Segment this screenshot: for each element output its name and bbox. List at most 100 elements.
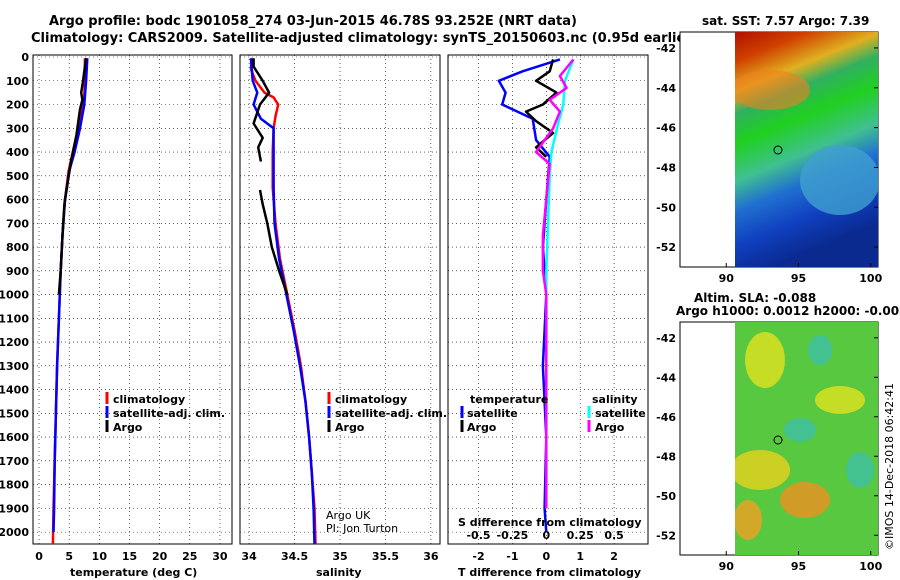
sst-warm-patch xyxy=(735,70,810,110)
series-line-satellite-adj-clim- xyxy=(249,58,316,545)
sla-cyan-eddy xyxy=(784,418,816,442)
x-tick-label: 1 xyxy=(576,550,584,563)
depth-tick-label: 1900 xyxy=(0,502,29,515)
map-x-tick-label: 90 xyxy=(719,560,735,573)
depth-tick-label: 1700 xyxy=(0,455,29,468)
x-tick-label: 0 xyxy=(542,550,550,563)
s-diff-tick-label: 0.25 xyxy=(567,529,594,542)
title-line-2: Climatology: CARS2009. Satellite-adjuste… xyxy=(31,31,698,46)
sst-cold-patch xyxy=(800,145,878,215)
series-line-argo xyxy=(57,58,88,295)
temperature-plot-frame xyxy=(32,54,233,545)
map-y-tick-label: -46 xyxy=(656,122,676,135)
map-x-tick-label: 95 xyxy=(791,560,806,573)
series-line-climatology xyxy=(249,58,317,545)
sla-cyan-eddy xyxy=(808,335,832,365)
map-y-tick-label: -48 xyxy=(656,161,676,174)
legend-salinity-heading: salinity xyxy=(592,393,638,406)
legend-temperature-heading: temperature xyxy=(470,393,548,406)
map-x-tick-label: 100 xyxy=(859,560,882,573)
depth-tick-label: 500 xyxy=(6,170,29,183)
s-diff-tick-label: -0.25 xyxy=(497,529,529,542)
sst-argo-marker xyxy=(773,145,783,155)
legend-climatology-label: climatology xyxy=(113,393,185,406)
depth-tick-label: 1400 xyxy=(0,384,29,397)
depth-tick-label: 1200 xyxy=(0,336,29,349)
s-diff-tick-label: 0 xyxy=(542,529,550,542)
map-y-tick-label: -44 xyxy=(656,82,676,95)
x-tick-label: 34.5 xyxy=(281,550,308,563)
sst-map: sat. SST: 7.57 Argo: 7.39 90 95 100 -42 -44 -… xyxy=(656,14,882,285)
sla-argo-marker xyxy=(773,435,783,445)
x-tick-label: 15 xyxy=(122,550,137,563)
s-diff-tick-label: -0.5 xyxy=(466,529,490,542)
s-diff-tick-label: 0.5 xyxy=(604,529,624,542)
depth-tick-label: 300 xyxy=(6,122,29,135)
map-x-tick-label: 100 xyxy=(859,272,882,285)
x-tick-label: 34 xyxy=(241,550,257,563)
salinity-axis-label: salinity xyxy=(316,566,362,579)
x-tick-label: 2 xyxy=(610,550,618,563)
sla-yellow-eddy xyxy=(745,332,785,388)
depth-tick-label: 400 xyxy=(6,146,29,159)
difference-panel: -2 -1 0 1 2 -0.5 -0.25 0 0.25 0.5 S difference f… xyxy=(447,54,649,579)
legend-climatology-label: climatology xyxy=(335,393,407,406)
legend-argo-label: Argo xyxy=(335,421,365,434)
map-x-tick-label: 90 xyxy=(719,272,735,285)
x-tick-label: 35 xyxy=(332,550,347,563)
t-difference-axis-label: T difference from climatology xyxy=(458,566,641,579)
temperature-axis-label: temperature (deg C) xyxy=(70,566,197,579)
legend-t-argo-label: Argo xyxy=(467,421,497,434)
depth-tick-label: 1800 xyxy=(0,479,29,492)
credit-line-1: Argo UK xyxy=(326,509,371,522)
depth-tick-label: 1000 xyxy=(0,289,29,302)
difference-plot-frame xyxy=(447,54,649,545)
depth-tick-label: 700 xyxy=(6,217,29,230)
depth-tick-label: 2000 xyxy=(0,526,29,539)
series-line-salinity-satellite xyxy=(545,58,575,485)
sst-title: sat. SST: 7.57 Argo: 7.39 xyxy=(702,14,869,28)
depth-tick-label: 600 xyxy=(6,194,29,207)
salinity-legend: climatology satellite-adj. clim. Argo xyxy=(327,392,447,434)
map-y-tick-label: -52 xyxy=(656,529,676,542)
map-y-tick-label: -50 xyxy=(656,201,676,214)
map-y-tick-label: -42 xyxy=(656,42,676,55)
depth-tick-label: 900 xyxy=(6,265,29,278)
s-difference-axis-label: S difference from climatology xyxy=(458,516,642,529)
sla-orange-eddy xyxy=(780,482,830,518)
salinity-panel: 34 34.5 35 35.5 36 salinity climatology sate… xyxy=(239,54,447,579)
legend-s-satellite-label: satellite xyxy=(595,407,646,420)
depth-tick-label: 1600 xyxy=(0,431,29,444)
map-y-tick-label: -52 xyxy=(656,241,676,254)
depth-tick-label: 1100 xyxy=(0,312,29,325)
temperature-legend: climatology satellite-adj. clim. Argo xyxy=(105,392,225,434)
series-line-salinity-argo xyxy=(534,58,575,509)
depth-axis: 0 100 200 300 400 500 600 700 800 900 1000 1100 1200… xyxy=(0,51,29,539)
map-y-tick-label: -46 xyxy=(656,411,676,424)
depth-tick-label: 200 xyxy=(6,99,29,112)
legend-satellite-label: satellite-adj. clim. xyxy=(335,407,447,420)
x-tick-label: 35.5 xyxy=(372,550,399,563)
x-tick-label: 10 xyxy=(92,550,108,563)
legend-s-argo-label: Argo xyxy=(595,421,625,434)
depth-tick-label: 1300 xyxy=(0,360,29,373)
x-tick-label: 0 xyxy=(35,550,43,563)
map-y-tick-label: -48 xyxy=(656,450,676,463)
x-tick-label: 25 xyxy=(182,550,197,563)
map-y-tick-label: -50 xyxy=(656,490,676,503)
x-tick-label: 30 xyxy=(212,550,228,563)
sla-map: Altim. SLA: -0.088 Argo h1000: 0.0012 h2… xyxy=(656,291,900,573)
depth-tick-label: 0 xyxy=(21,51,29,64)
title-line-1: Argo profile: bodc 1901058_274 03-Jun-20… xyxy=(49,14,577,29)
sla-title-2: Argo h1000: 0.0012 h2000: -0.0035 xyxy=(676,304,900,318)
legend-t-satellite-label: satellite xyxy=(467,407,518,420)
depth-tick-label: 800 xyxy=(6,241,29,254)
sla-yellow-eddy xyxy=(735,450,790,490)
sla-title-1: Altim. SLA: -0.088 xyxy=(694,291,816,305)
x-tick-label: 20 xyxy=(152,550,168,563)
sla-cyan-eddy xyxy=(846,452,874,488)
x-tick-label: -1 xyxy=(506,550,518,563)
sla-orange-eddy xyxy=(735,500,762,540)
map-x-tick-label: 95 xyxy=(791,272,806,285)
